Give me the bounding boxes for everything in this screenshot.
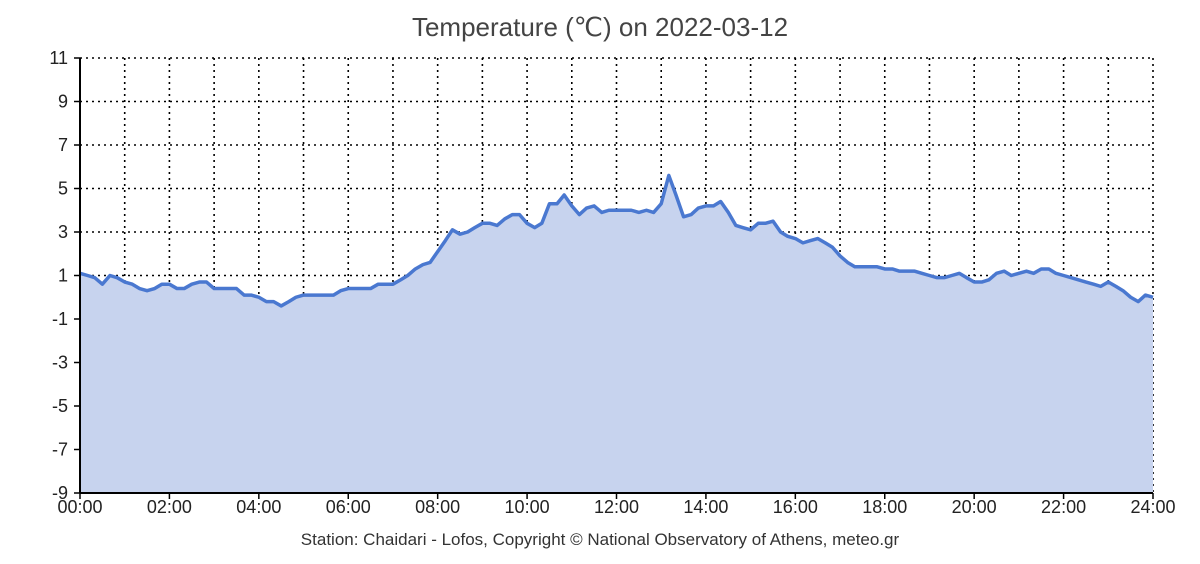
y-tick-label: 9	[58, 92, 68, 112]
x-tick-label: 22:00	[1041, 497, 1086, 517]
x-axis-ticks: 00:00 02:00 04:00 06:00 08:00 10:00 12:00 14:00…	[57, 493, 1176, 517]
y-tick-label: -1	[52, 309, 68, 329]
y-tick-label: -9	[52, 483, 68, 503]
x-tick-label: 14:00	[683, 497, 728, 517]
x-tick-label: 04:00	[236, 497, 281, 517]
x-tick-label: 08:00	[415, 497, 460, 517]
x-tick-label: 00:00	[57, 497, 102, 517]
x-tick-label: 10:00	[505, 497, 550, 517]
y-tick-label: -3	[52, 353, 68, 373]
y-tick-label: 1	[58, 266, 68, 286]
temperature-area-fill	[80, 175, 1153, 493]
y-tick-label: 11	[49, 48, 68, 68]
y-tick-label: 3	[58, 222, 68, 242]
station-copyright-footer: Station: Chaidari - Lofos, Copyright © N…	[300, 530, 900, 549]
x-tick-label: 02:00	[147, 497, 192, 517]
y-tick-label: -7	[52, 440, 68, 460]
y-tick-label: 5	[58, 179, 68, 199]
y-tick-label: 7	[58, 135, 68, 155]
x-tick-label: 06:00	[326, 497, 371, 517]
x-tick-label: 12:00	[594, 497, 639, 517]
y-axis-ticks: 11 9 7 5 3 1 -1 -3 -5 -7 -9	[49, 48, 80, 503]
x-tick-label: 18:00	[862, 497, 907, 517]
x-tick-label: 20:00	[952, 497, 997, 517]
x-tick-label: 24:00	[1130, 497, 1175, 517]
temperature-series-line	[79, 173, 1154, 308]
y-tick-label: -5	[52, 396, 68, 416]
chart-title: Temperature (℃) on 2022-03-12	[411, 12, 789, 42]
x-tick-label: 16:00	[773, 497, 818, 517]
